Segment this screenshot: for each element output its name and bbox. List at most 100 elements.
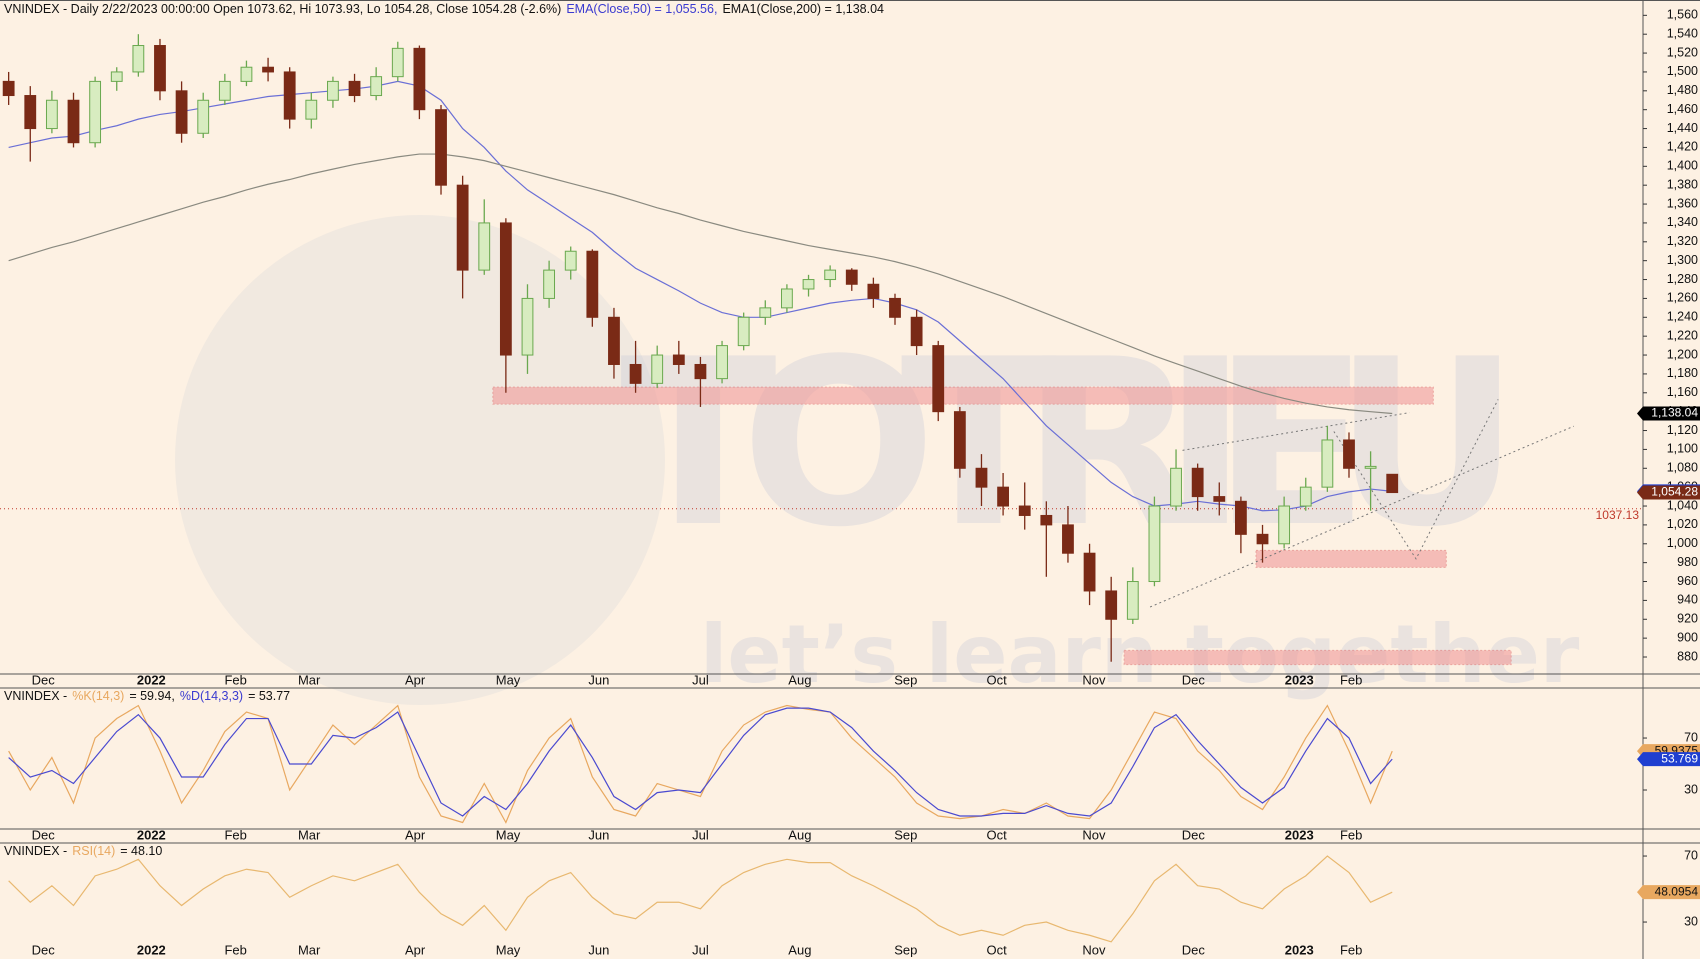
candle-body (132, 45, 145, 73)
candle-body (1040, 514, 1053, 526)
candle-body (694, 363, 707, 380)
pane-header-part: VNINDEX - Daily 2/22/2023 00:00:00 Open … (4, 2, 561, 16)
y-tick-label: 1,340 (1667, 215, 1698, 229)
y-tick-label: 1,180 (1667, 366, 1698, 380)
candle-body (327, 80, 339, 101)
candle-body (629, 363, 642, 384)
x-tick-label: Aug (788, 672, 811, 687)
y-tick-label: 1,100 (1667, 442, 1698, 456)
x-tick-label: Dec (32, 827, 56, 842)
watermark-logo (175, 215, 665, 705)
pane-header-part: VNINDEX - (4, 689, 67, 703)
candle-body (348, 80, 361, 97)
candle-body (1278, 505, 1291, 545)
y-tick-label: 1,240 (1667, 310, 1698, 324)
x-tick-label: Mar (298, 942, 321, 957)
pane-header-part: VNINDEX - (4, 844, 67, 858)
x-tick-label: Jul (692, 827, 709, 842)
x-tick-label: Nov (1082, 827, 1106, 842)
x-tick-label: 2022 (137, 672, 166, 687)
y-tick-label: 1,480 (1667, 83, 1698, 97)
candle-body (456, 184, 469, 271)
line-series (8, 855, 1393, 943)
pane-header-part: EMA1(Close,200) = 1,138.04 (722, 2, 884, 16)
candle-body (651, 354, 664, 384)
pane-header-part: = 48.10 (120, 844, 162, 858)
x-tick-label: Apr (405, 827, 426, 842)
pane-header-part: %D(14,3,3) (180, 689, 243, 703)
price-tag-label: 1,054.28 (1651, 485, 1698, 499)
line-series (8, 704, 1393, 824)
y-tick-label: 960 (1677, 574, 1698, 588)
x-tick-label: Feb (224, 827, 246, 842)
x-tick-label: Dec (1182, 672, 1206, 687)
candle-body (1299, 486, 1312, 507)
candle-body (2, 80, 15, 97)
y-tick-label: 1,460 (1667, 102, 1698, 116)
x-tick-label: 2022 (137, 827, 166, 842)
candle-body (997, 486, 1009, 507)
support-zone (1123, 649, 1512, 666)
candle-body (1170, 467, 1182, 507)
x-tick-label: Oct (986, 942, 1007, 957)
x-tick-label: Feb (1340, 827, 1362, 842)
pane-header-part: EMA(Close,50) = 1,055.56, (566, 2, 717, 16)
support-zone (1255, 549, 1447, 568)
candle-body (781, 288, 793, 309)
candle-body (867, 283, 880, 299)
candle-body (543, 269, 556, 299)
candle-body (370, 76, 383, 97)
y-tick-label: 1,040 (1667, 498, 1698, 512)
y-tick-label: 1,220 (1667, 328, 1698, 342)
x-tick-label: Jun (588, 942, 609, 957)
candle-body (391, 47, 404, 78)
candle-body (499, 222, 512, 356)
candle-body (1126, 581, 1139, 620)
candle-body (110, 71, 123, 82)
pane-header-part: = 53.77 (248, 689, 290, 703)
y-tick-label: 1,260 (1667, 291, 1698, 305)
candle-body (1191, 467, 1204, 498)
pane: 30 70 Dec 2022 Feb Mar Apr May Jun Jul Aug Sep Oct No… (4, 689, 1700, 842)
trendline (1149, 425, 1575, 608)
candle-body (824, 269, 837, 281)
candle-body (24, 95, 37, 130)
candle-body (716, 345, 728, 380)
line-series (8, 707, 1393, 817)
x-tick-label: 2023 (1285, 672, 1314, 687)
y-tick-label: 1,120 (1667, 423, 1698, 437)
y-tick-label: 1,280 (1667, 272, 1698, 286)
y-tick-label: 1,320 (1667, 234, 1698, 248)
trendline (1182, 412, 1410, 451)
candle-body (1105, 590, 1118, 620)
y-tick-label: 1,020 (1667, 517, 1698, 531)
x-tick-label: Dec (1182, 827, 1206, 842)
candle-body (975, 467, 988, 488)
x-tick-label: Dec (1182, 942, 1206, 957)
candle-body (1213, 496, 1226, 502)
candle-body (1083, 552, 1096, 592)
candle-body (889, 297, 901, 318)
price-tag (1637, 752, 1700, 767)
x-tick-label: Dec (32, 942, 56, 957)
y-tick-label: 900 (1677, 630, 1698, 644)
x-tick-label: Feb (1340, 672, 1362, 687)
candle-body (218, 80, 231, 101)
x-tick-label: Dec (32, 672, 56, 687)
y-tick-label: 940 (1677, 593, 1698, 607)
candle-body (521, 297, 534, 356)
price-tag (1637, 485, 1700, 500)
x-tick-label: 2022 (137, 942, 166, 957)
candle-body (845, 269, 858, 285)
x-tick-label: Oct (986, 827, 1007, 842)
y-tick-label: 1,080 (1667, 461, 1698, 475)
x-tick-label: Sep (894, 672, 917, 687)
candle-body (1148, 505, 1161, 583)
y-tick-label: 1,520 (1667, 45, 1698, 59)
pane-header-part: = 59.94, (129, 689, 175, 703)
candle-body (435, 109, 447, 186)
pane-header-part: %K(14,3) (72, 689, 124, 703)
candle-body (608, 316, 620, 365)
